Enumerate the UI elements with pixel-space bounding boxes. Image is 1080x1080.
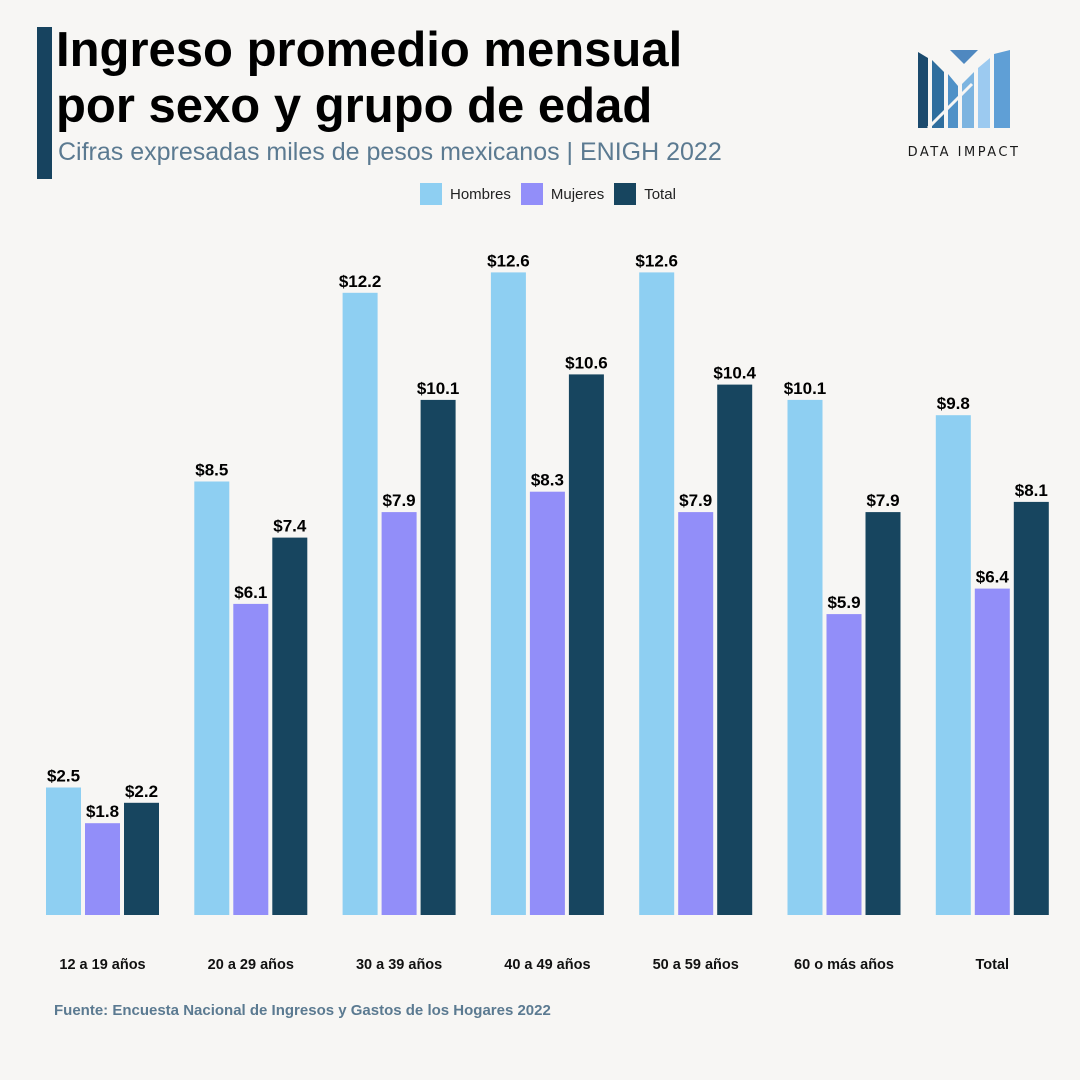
data-label-hombres-40-a-49-anos: $12.6: [487, 251, 530, 270]
bar-hombres-total: [935, 415, 971, 915]
bar-total-12-a-19-anos: [124, 802, 159, 915]
legend-label-total: Total: [644, 185, 676, 203]
bar-group-12-a-19-anos: $2.5 $1.8 $2.2: [46, 767, 159, 915]
legend-item-mujeres: Mujeres: [520, 183, 605, 205]
legend-label-mujeres: Mujeres: [550, 185, 605, 203]
title-accent-bar: [37, 27, 52, 179]
bar-hombres-50-a-59-anos: [639, 272, 675, 915]
data-label-total-20-a-29-anos: $7.4: [273, 517, 307, 536]
bar-group-60-o-mas-anos: $10.1 $5.9 $7.9: [784, 379, 901, 915]
bar-chart: $2.5 $1.8 $2.2 12 a 19 años $8.5 $6.1 $7.4 20 a…: [46, 251, 1049, 973]
data-label-hombres-12-a-19-anos: $2.5: [47, 767, 80, 786]
page-title: Ingreso promedio mensual por sexo y grup…: [56, 22, 682, 134]
bar-mujeres-total: [974, 588, 1010, 915]
data-label-total-50-a-59-anos: $10.4: [713, 364, 756, 383]
bar-hombres-60-o-mas-anos: [787, 399, 823, 915]
bar-hombres-12-a-19-anos: [46, 787, 81, 915]
title-line-1: Ingreso promedio mensual: [56, 23, 683, 77]
x-tick-label-40-a-49-anos: 40 a 49 años: [504, 957, 590, 973]
data-label-total-30-a-39-anos: $10.1: [417, 379, 460, 398]
bar-total-60-o-mas-anos: [865, 512, 901, 915]
bar-mujeres-40-a-49-anos: [529, 491, 565, 915]
page-subtitle: Cifras expresadas miles de pesos mexican…: [58, 138, 722, 166]
bar-total-total: [1013, 501, 1049, 915]
data-label-hombres-60-o-mas-anos: $10.1: [784, 379, 827, 398]
data-label-mujeres-20-a-29-anos: $6.1: [234, 583, 267, 602]
bar-hombres-30-a-39-anos: [342, 292, 378, 915]
data-label-hombres-20-a-29-anos: $8.5: [195, 461, 228, 480]
data-label-total-60-o-mas-anos: $7.9: [866, 491, 899, 510]
legend-swatch-total: [614, 183, 637, 205]
bar-mujeres-20-a-29-anos: [233, 603, 269, 915]
legend-swatch-mujeres: [520, 183, 543, 205]
bar-mujeres-50-a-59-anos: [678, 512, 714, 915]
data-label-mujeres-total: $6.4: [976, 568, 1010, 587]
x-tick-label-20-a-29-anos: 20 a 29 años: [208, 957, 294, 973]
bar-group-20-a-29-anos: $8.5 $6.1 $7.4: [194, 461, 308, 915]
bar-total-40-a-49-anos: [568, 374, 604, 915]
logo-text: DATA IMPACT: [907, 145, 1021, 160]
x-tick-label-60-o-mas-anos: 60 o más años: [794, 957, 894, 973]
legend-item-hombres: Hombres: [420, 183, 511, 205]
data-label-mujeres-40-a-49-anos: $8.3: [531, 471, 564, 490]
data-label-total-total: $8.1: [1015, 481, 1048, 500]
data-label-mujeres-30-a-39-anos: $7.9: [383, 491, 416, 510]
bar-hombres-40-a-49-anos: [490, 272, 526, 915]
x-tick-label-total: Total: [976, 957, 1010, 973]
bar-total-20-a-29-anos: [272, 537, 308, 915]
data-label-hombres-50-a-59-anos: $12.6: [635, 251, 678, 270]
bar-hombres-20-a-29-anos: [194, 481, 230, 915]
title-line-2: por sexo y grupo de edad: [56, 79, 653, 133]
x-tick-label-50-a-59-anos: 50 a 59 años: [653, 957, 739, 973]
x-tick-label-30-a-39-anos: 30 a 39 años: [356, 957, 442, 973]
bar-total-50-a-59-anos: [717, 384, 753, 916]
data-impact-logo-icon: [918, 50, 1010, 130]
legend-label-hombres: Hombres: [450, 185, 511, 203]
data-label-mujeres-50-a-59-anos: $7.9: [679, 491, 712, 510]
bar-group-50-a-59-anos: $12.6 $7.9 $10.4: [635, 251, 757, 916]
chart-legend: Hombres Mujeres Total: [420, 183, 686, 205]
bar-group-30-a-39-anos: $12.2 $7.9 $10.1: [339, 272, 460, 915]
bar-total-30-a-39-anos: [420, 399, 456, 915]
bar-group-40-a-49-anos: $12.6 $8.3 $10.6: [487, 251, 608, 915]
data-label-total-12-a-19-anos: $2.2: [125, 782, 158, 801]
bar-group-total: $9.8 $6.4 $8.1: [935, 394, 1049, 915]
legend-swatch-hombres: [420, 183, 442, 205]
data-label-mujeres-60-o-mas-anos: $5.9: [827, 593, 860, 612]
x-tick-label-12-a-19-anos: 12 a 19 años: [59, 957, 145, 973]
data-label-hombres-30-a-39-anos: $12.2: [339, 272, 382, 291]
source-note: Fuente: Encuesta Nacional de Ingresos y …: [54, 1002, 551, 1019]
data-label-hombres-total: $9.8: [937, 394, 970, 413]
legend-item-total: Total: [614, 183, 676, 205]
data-label-mujeres-12-a-19-anos: $1.8: [86, 802, 119, 821]
bar-mujeres-30-a-39-anos: [381, 512, 417, 915]
data-label-total-40-a-49-anos: $10.6: [565, 353, 608, 372]
bar-mujeres-12-a-19-anos: [85, 823, 120, 915]
bar-mujeres-60-o-mas-anos: [826, 614, 862, 915]
